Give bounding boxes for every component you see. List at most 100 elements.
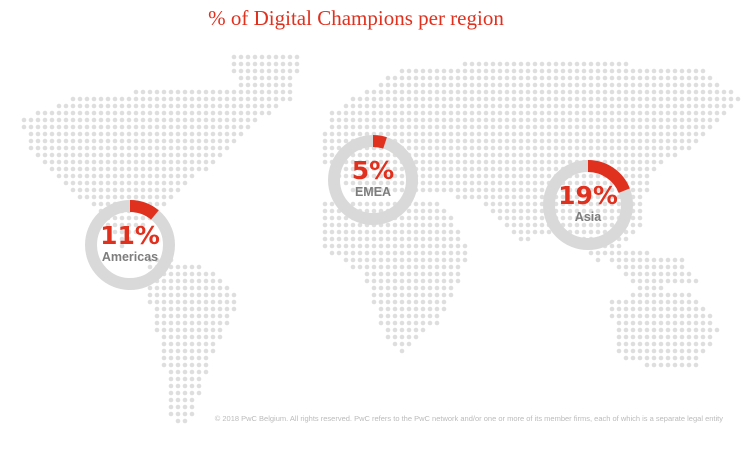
map-dot xyxy=(672,271,678,277)
map-dot xyxy=(672,264,678,270)
map-dot xyxy=(126,173,132,179)
map-dot xyxy=(686,306,692,312)
map-dot xyxy=(448,180,454,186)
map-dot xyxy=(182,299,188,305)
map-dot xyxy=(189,292,195,298)
map-dot xyxy=(518,103,524,109)
map-dot xyxy=(553,117,559,123)
map-dot xyxy=(434,124,440,130)
map-dot xyxy=(518,117,524,123)
map-dot xyxy=(98,138,104,144)
map-dot xyxy=(98,96,104,102)
map-dot xyxy=(672,145,678,151)
map-dot xyxy=(91,159,97,165)
map-dot xyxy=(455,236,461,242)
map-dot xyxy=(413,285,419,291)
map-dot xyxy=(357,117,363,123)
map-dot xyxy=(630,159,636,165)
map-dot xyxy=(63,131,69,137)
map-dot xyxy=(168,397,174,403)
map-dot xyxy=(161,110,167,116)
map-dot xyxy=(357,229,363,235)
map-dot xyxy=(189,306,195,312)
map-dot xyxy=(322,229,328,235)
map-dot xyxy=(497,208,503,214)
map-dot xyxy=(154,117,160,123)
map-dot xyxy=(434,82,440,88)
map-dot xyxy=(357,201,363,207)
map-dot xyxy=(588,96,594,102)
map-dot xyxy=(483,110,489,116)
map-dot xyxy=(161,299,167,305)
map-dot xyxy=(441,229,447,235)
map-dot xyxy=(49,131,55,137)
map-dot xyxy=(532,159,538,165)
map-dot xyxy=(357,103,363,109)
map-dot xyxy=(105,117,111,123)
map-dot xyxy=(700,327,706,333)
map-dot xyxy=(392,271,398,277)
map-dot xyxy=(182,327,188,333)
map-dot xyxy=(385,250,391,256)
map-dot xyxy=(490,89,496,95)
map-dot xyxy=(112,138,118,144)
map-dot xyxy=(665,313,671,319)
map-dot xyxy=(91,117,97,123)
map-dot xyxy=(357,250,363,256)
map-dot xyxy=(679,257,685,263)
map-dot xyxy=(427,306,433,312)
map-dot xyxy=(189,390,195,396)
map-dot xyxy=(434,229,440,235)
map-dot xyxy=(105,159,111,165)
map-dot xyxy=(455,131,461,137)
map-dot xyxy=(406,138,412,144)
map-dot xyxy=(91,131,97,137)
map-dot xyxy=(175,327,181,333)
map-dot xyxy=(126,96,132,102)
map-dot xyxy=(518,75,524,81)
map-dot xyxy=(273,82,279,88)
map-dot xyxy=(455,110,461,116)
map-dot xyxy=(98,194,104,200)
map-dot xyxy=(441,180,447,186)
map-dot xyxy=(154,166,160,172)
map-dot xyxy=(427,82,433,88)
map-dot xyxy=(427,201,433,207)
map-dot xyxy=(322,131,328,137)
map-dot xyxy=(413,159,419,165)
map-dot xyxy=(238,110,244,116)
map-dot xyxy=(63,173,69,179)
map-dot xyxy=(511,89,517,95)
map-dot xyxy=(476,194,482,200)
map-dot xyxy=(189,348,195,354)
map-dot xyxy=(441,299,447,305)
map-dot xyxy=(567,117,573,123)
map-dot xyxy=(399,243,405,249)
map-dot xyxy=(210,159,216,165)
map-dot xyxy=(413,96,419,102)
map-dot xyxy=(679,341,685,347)
map-dot xyxy=(56,173,62,179)
map-dot xyxy=(679,334,685,340)
map-dot xyxy=(420,264,426,270)
map-dot xyxy=(203,327,209,333)
map-dot xyxy=(329,131,335,137)
map-dot xyxy=(469,138,475,144)
map-dot xyxy=(350,173,356,179)
map-dot xyxy=(518,187,524,193)
map-dot xyxy=(441,68,447,74)
map-dot xyxy=(406,327,412,333)
map-dot xyxy=(497,82,503,88)
map-dot xyxy=(658,348,664,354)
map-dot xyxy=(448,271,454,277)
map-dot xyxy=(539,96,545,102)
map-dot xyxy=(595,89,601,95)
map-dot xyxy=(378,278,384,284)
map-dot xyxy=(574,75,580,81)
map-dot xyxy=(385,292,391,298)
map-dot xyxy=(119,145,125,151)
map-dot xyxy=(504,201,510,207)
map-dot xyxy=(518,61,524,67)
map-dot xyxy=(630,152,636,158)
map-dot xyxy=(329,229,335,235)
